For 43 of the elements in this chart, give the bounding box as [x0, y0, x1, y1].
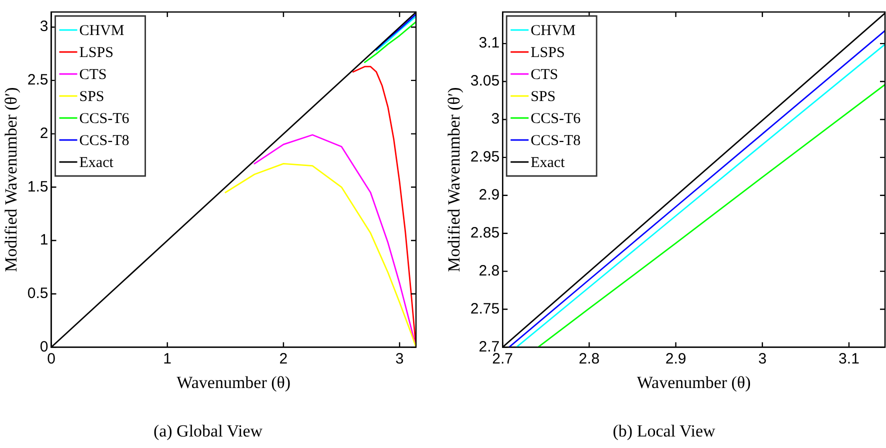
- text: (b) Local View: [612, 421, 716, 440]
- legend-label: SPS: [79, 88, 104, 105]
- legend-label: LSPS: [530, 44, 565, 61]
- y-tick-label: 0.5: [27, 284, 48, 302]
- x-tick-label: 1: [163, 350, 172, 368]
- text: (a) Global View: [153, 421, 264, 440]
- y-tick-label: 2.5: [27, 72, 48, 89]
- legend-label: LSPS: [79, 44, 114, 61]
- x-tick-label: 2.7: [492, 350, 514, 368]
- y-tick-label: 3: [491, 110, 500, 128]
- x-tick-label: 3: [395, 350, 404, 368]
- y-tick-label: 2.85: [470, 224, 500, 242]
- y-axis-title: Modified Wavenumber (θ′): [444, 87, 464, 272]
- y-axis-title: Modified Wavenumber (θ′): [2, 87, 21, 272]
- legend-label: CTS: [79, 66, 107, 83]
- x-tick-label: 2.8: [578, 350, 600, 368]
- x-tick-label: 3.1: [838, 350, 860, 368]
- legend-label: SPS: [530, 88, 556, 105]
- legend-label: Exact: [79, 154, 114, 171]
- y-tick-label: 2.9: [478, 186, 500, 204]
- legend-label: Exact: [530, 154, 566, 171]
- x-axis-title: Wavenumber (θ): [636, 372, 751, 392]
- x-axis-title: Wavenumber (θ): [176, 372, 291, 392]
- legend-label: CHVM: [79, 22, 124, 39]
- y-tick-label: 3.1: [478, 34, 500, 52]
- y-tick-label: 1: [40, 232, 48, 249]
- legend-label: CHVM: [530, 22, 576, 39]
- legend-label: CCS-T8: [530, 132, 581, 149]
- y-tick-label: 2.75: [470, 300, 500, 318]
- y-tick-label: 2.95: [470, 148, 500, 166]
- legend-label: CCS-T8: [79, 132, 130, 149]
- y-tick-label: 1.5: [27, 178, 48, 196]
- x-tick-label: 3: [758, 350, 767, 368]
- y-tick-label: 2.8: [478, 262, 500, 280]
- y-tick-label: 0: [40, 338, 48, 356]
- x-tick-label: 2.9: [665, 350, 686, 368]
- y-tick-label: 3.05: [470, 72, 500, 90]
- x-tick-label: 2: [279, 350, 288, 368]
- legend-label: CTS: [530, 66, 558, 83]
- legend-label: CCS-T6: [530, 110, 582, 127]
- y-tick-label: 2: [40, 124, 48, 142]
- legend-label: CCS-T6: [79, 110, 130, 127]
- y-tick-label: 3: [40, 18, 48, 36]
